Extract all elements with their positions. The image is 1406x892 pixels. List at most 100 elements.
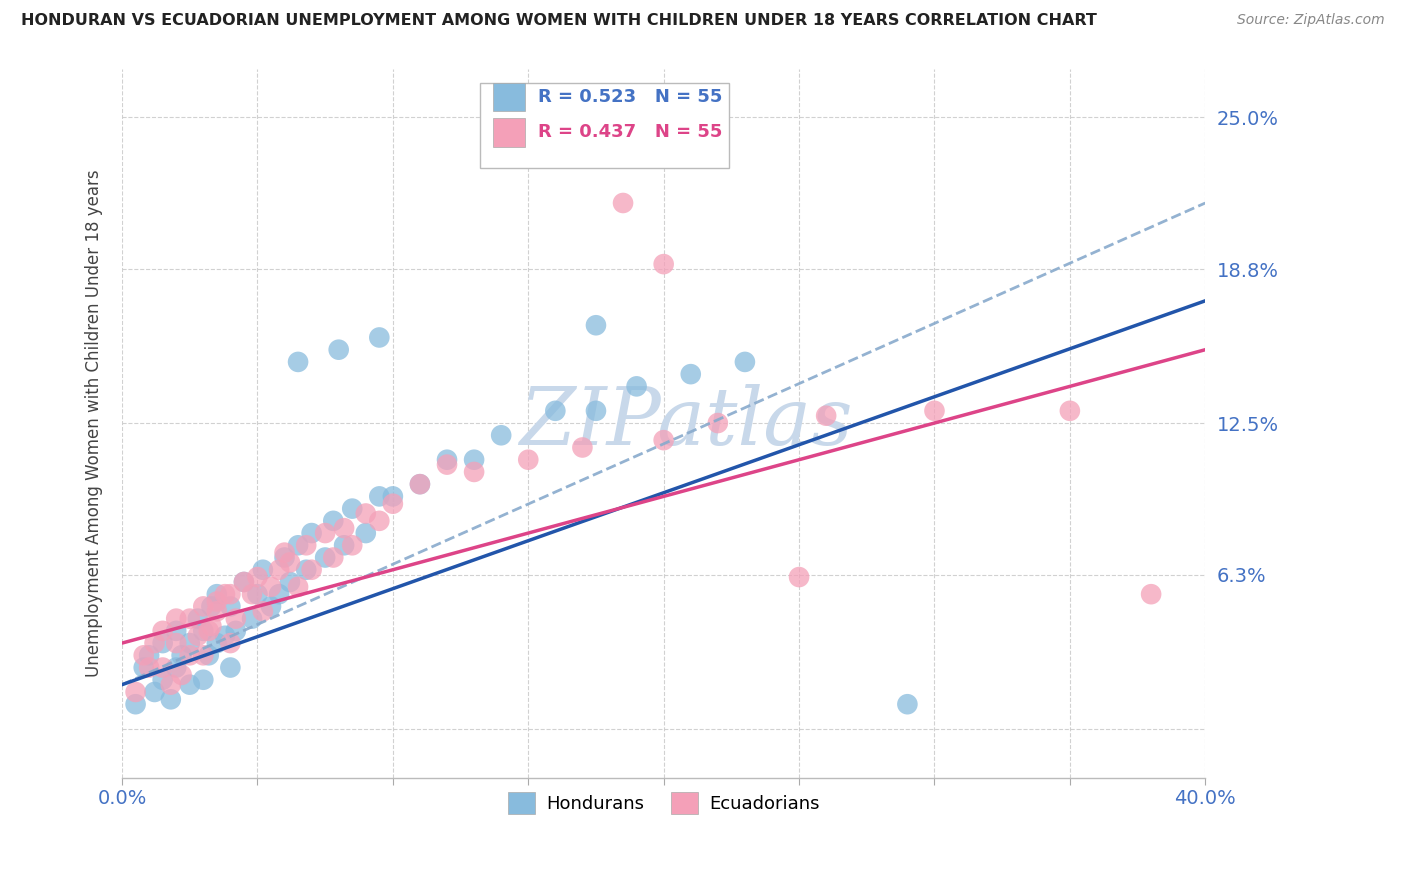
Point — [132, 660, 155, 674]
Point — [165, 660, 187, 674]
Point — [333, 538, 356, 552]
Point — [679, 367, 702, 381]
Point — [273, 550, 295, 565]
Point — [200, 599, 222, 614]
Point — [409, 477, 432, 491]
Point — [240, 587, 263, 601]
FancyBboxPatch shape — [479, 83, 728, 168]
Point — [252, 604, 274, 618]
FancyBboxPatch shape — [492, 83, 524, 112]
Point — [214, 587, 236, 601]
Point — [152, 624, 174, 638]
Text: R = 0.523   N = 55: R = 0.523 N = 55 — [538, 88, 723, 106]
Point — [585, 404, 607, 418]
Point — [322, 550, 344, 565]
Point — [205, 604, 228, 618]
Point — [252, 563, 274, 577]
Point — [436, 458, 458, 472]
Point — [368, 330, 391, 344]
FancyBboxPatch shape — [492, 118, 524, 146]
Point — [260, 599, 283, 614]
Point — [260, 580, 283, 594]
Point — [219, 636, 242, 650]
Point — [322, 514, 344, 528]
Point — [152, 636, 174, 650]
Point — [219, 660, 242, 674]
Point — [138, 660, 160, 674]
Point — [1140, 587, 1163, 601]
Point — [314, 550, 336, 565]
Point — [652, 257, 675, 271]
Point — [287, 355, 309, 369]
Point — [342, 501, 364, 516]
Point — [132, 648, 155, 663]
Point — [896, 697, 918, 711]
Point — [463, 465, 485, 479]
Point — [193, 599, 215, 614]
Point — [179, 678, 201, 692]
Point — [214, 629, 236, 643]
Point — [301, 563, 323, 577]
Point — [301, 526, 323, 541]
Point — [314, 526, 336, 541]
Point — [1059, 404, 1081, 418]
Point — [287, 580, 309, 594]
Point — [354, 507, 377, 521]
Point — [246, 587, 269, 601]
Point — [232, 574, 254, 589]
Point — [179, 648, 201, 663]
Point — [409, 477, 432, 491]
Point — [787, 570, 810, 584]
Point — [193, 624, 215, 638]
Point — [278, 574, 301, 589]
Point — [124, 697, 146, 711]
Point — [200, 619, 222, 633]
Point — [924, 404, 946, 418]
Point — [165, 624, 187, 638]
Point — [187, 629, 209, 643]
Point — [734, 355, 756, 369]
Text: Source: ZipAtlas.com: Source: ZipAtlas.com — [1237, 13, 1385, 28]
Point — [205, 594, 228, 608]
Point — [193, 648, 215, 663]
Point — [381, 497, 404, 511]
Point — [143, 685, 166, 699]
Legend: Hondurans, Ecuadorians: Hondurans, Ecuadorians — [498, 781, 830, 825]
Point — [165, 612, 187, 626]
Point — [143, 636, 166, 650]
Point — [159, 678, 181, 692]
Text: ZIPatlas: ZIPatlas — [519, 384, 852, 462]
Point — [544, 404, 567, 418]
Point — [165, 636, 187, 650]
Point — [333, 521, 356, 535]
Point — [179, 636, 201, 650]
Point — [571, 441, 593, 455]
Point — [152, 660, 174, 674]
Point — [138, 648, 160, 663]
Point — [170, 668, 193, 682]
Point — [295, 563, 318, 577]
Point — [287, 538, 309, 552]
Point — [152, 673, 174, 687]
Point — [219, 587, 242, 601]
Y-axis label: Unemployment Among Women with Children Under 18 years: Unemployment Among Women with Children U… — [86, 169, 103, 677]
Point — [205, 587, 228, 601]
Point — [246, 570, 269, 584]
Text: HONDURAN VS ECUADORIAN UNEMPLOYMENT AMONG WOMEN WITH CHILDREN UNDER 18 YEARS COR: HONDURAN VS ECUADORIAN UNEMPLOYMENT AMON… — [21, 13, 1097, 29]
Point — [626, 379, 648, 393]
Text: R = 0.437   N = 55: R = 0.437 N = 55 — [538, 123, 723, 141]
Point — [240, 612, 263, 626]
Point — [707, 416, 730, 430]
Point — [463, 452, 485, 467]
Point — [328, 343, 350, 357]
Point — [225, 612, 247, 626]
Point — [815, 409, 838, 423]
Point — [273, 546, 295, 560]
Point — [585, 318, 607, 333]
Point — [368, 489, 391, 503]
Point — [225, 624, 247, 638]
Point — [232, 574, 254, 589]
Point — [219, 599, 242, 614]
Point — [278, 555, 301, 569]
Point — [436, 452, 458, 467]
